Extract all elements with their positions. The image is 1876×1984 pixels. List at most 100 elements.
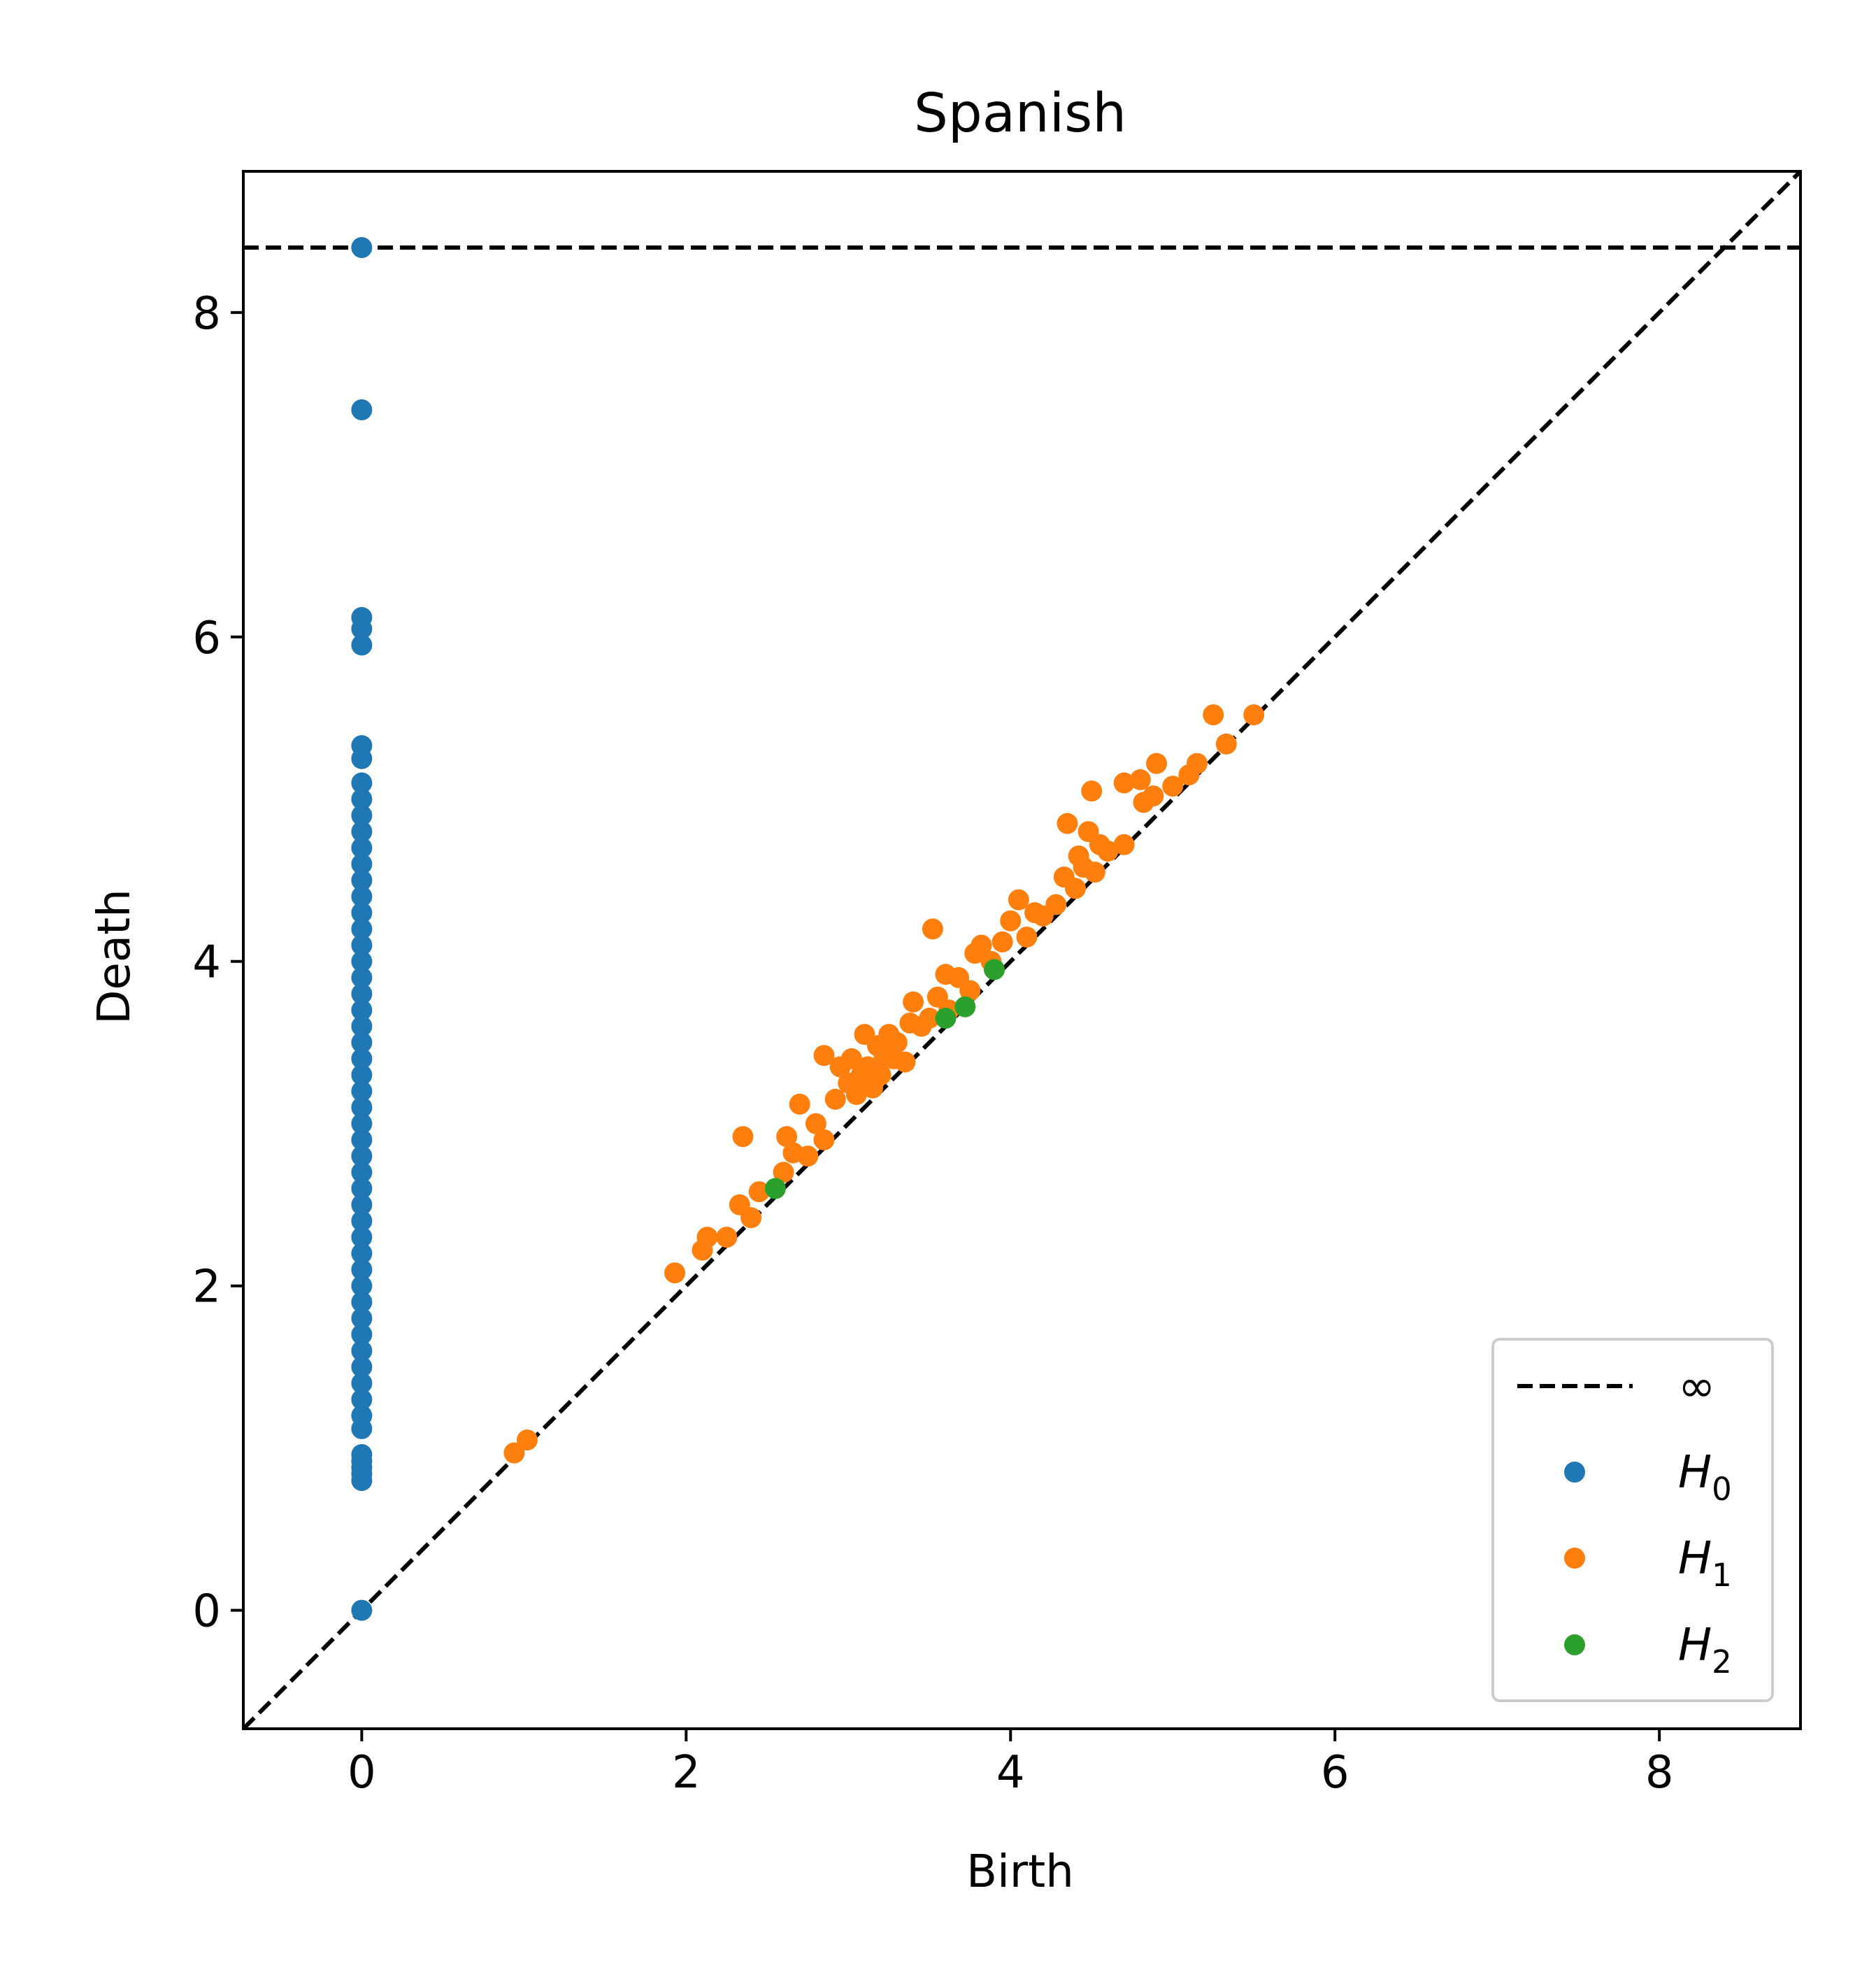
data-point-h2	[935, 1007, 957, 1029]
data-point-h0	[351, 1599, 373, 1621]
data-point-h1	[1057, 813, 1078, 834]
data-point-h0	[351, 1146, 373, 1167]
data-point-h0	[351, 1443, 373, 1465]
plot-frame	[242, 170, 1802, 1730]
data-point-h1	[1097, 840, 1119, 862]
data-point-h0	[351, 1340, 373, 1362]
data-point-h1	[845, 1083, 867, 1105]
y-tick-label: 0	[192, 1586, 221, 1638]
data-point-h0	[351, 1178, 373, 1199]
data-point-h1	[840, 1048, 862, 1069]
data-point-h0	[351, 950, 373, 972]
data-point-h0	[351, 1324, 373, 1346]
data-point-h0	[351, 983, 373, 1005]
data-point-h1	[1187, 752, 1208, 774]
data-point-h0	[351, 1275, 373, 1297]
y-tick-label: 2	[192, 1262, 221, 1313]
data-point-h0	[351, 399, 373, 421]
legend-label: H1	[1678, 1533, 1732, 1594]
data-point-h1	[1045, 894, 1067, 915]
data-point-h1	[1146, 752, 1168, 774]
data-point-h0	[351, 885, 373, 907]
data-point-h1	[813, 1045, 835, 1066]
data-point-h1	[886, 1032, 908, 1053]
series-h1	[503, 704, 1265, 1464]
data-point-h1	[1081, 780, 1103, 802]
series-h0	[351, 237, 373, 1621]
data-point-h1	[971, 934, 992, 956]
chart-title: Spanish	[914, 83, 1126, 145]
data-point-h1	[503, 1442, 525, 1464]
x-tick-label: 4	[996, 1747, 1025, 1799]
x-tick-label: 6	[1321, 1747, 1349, 1799]
legend-marker-swatch	[1564, 1634, 1585, 1655]
data-point-h1	[1065, 878, 1087, 899]
y-axis-label: Death	[89, 889, 141, 1025]
data-point-h0	[351, 869, 373, 891]
data-point-h1	[516, 1429, 538, 1451]
x-tick-label: 0	[348, 1747, 376, 1799]
legend-label: H0	[1678, 1447, 1732, 1508]
plot-area	[241, 169, 1803, 1731]
data-point-h1	[664, 1262, 686, 1284]
data-point-h1	[1084, 862, 1105, 883]
data-point-h0	[351, 634, 373, 656]
data-point-h1	[1162, 776, 1184, 797]
data-point-h0	[351, 804, 373, 826]
data-point-h0	[351, 1243, 373, 1264]
data-point-h1	[1000, 910, 1022, 932]
y-tick-label: 6	[192, 613, 221, 664]
data-point-h0	[351, 966, 373, 988]
data-point-h0	[351, 1227, 373, 1248]
data-point-h0	[351, 1080, 373, 1102]
data-point-h1	[870, 1064, 892, 1086]
data-point-h0	[351, 821, 373, 843]
x-axis-label: Birth	[966, 1846, 1074, 1898]
data-point-h1	[1203, 704, 1224, 726]
data-point-h0	[351, 1405, 373, 1427]
data-point-h0	[351, 1113, 373, 1134]
data-point-h0	[351, 1015, 373, 1037]
data-point-h1	[1215, 733, 1237, 755]
data-point-h1	[919, 1007, 940, 1029]
data-point-h0	[351, 999, 373, 1021]
data-point-h0	[351, 837, 373, 859]
data-point-h0	[351, 1162, 373, 1183]
data-point-h1	[1113, 772, 1135, 794]
data-point-h2	[984, 959, 1005, 980]
data-point-h0	[351, 1308, 373, 1329]
data-point-h0	[351, 772, 373, 794]
legend-label: H2	[1678, 1620, 1732, 1680]
data-point-h0	[351, 1194, 373, 1215]
data-point-h0	[351, 1389, 373, 1411]
data-point-h0	[351, 237, 373, 259]
data-point-h0	[351, 1372, 373, 1394]
x-tick-label: 2	[672, 1747, 701, 1799]
data-point-h2	[954, 996, 976, 1018]
data-point-h1	[903, 991, 924, 1013]
data-point-h1	[716, 1227, 738, 1248]
data-point-h1	[894, 1051, 916, 1073]
data-point-h1	[1243, 704, 1265, 726]
x-tick-label: 8	[1645, 1747, 1674, 1799]
data-point-h1	[776, 1126, 798, 1148]
data-point-h1	[748, 1181, 770, 1203]
data-point-h1	[1016, 926, 1038, 948]
data-point-h1	[789, 1093, 810, 1115]
data-point-h1	[959, 980, 981, 1001]
data-point-h1	[1008, 889, 1029, 911]
data-point-h0	[351, 902, 373, 924]
data-point-h0	[351, 1032, 373, 1053]
data-point-h1	[805, 1113, 826, 1134]
series-h2	[764, 959, 1005, 1199]
legend-label: ∞	[1678, 1361, 1715, 1413]
data-point-h0	[351, 1048, 373, 1069]
data-point-h1	[732, 1126, 754, 1148]
data-point-h1	[696, 1227, 718, 1248]
y-axis: 0 2 4 6 8	[192, 288, 243, 1638]
data-point-h0	[351, 1259, 373, 1280]
legend: ∞ H0 H1 H2	[1491, 1338, 1774, 1702]
data-point-h1	[824, 1088, 846, 1110]
legend-marker-swatch	[1564, 1462, 1585, 1483]
